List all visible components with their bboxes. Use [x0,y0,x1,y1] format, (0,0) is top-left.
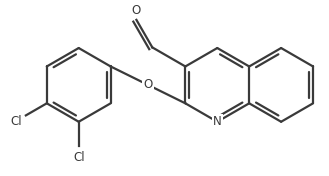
Text: O: O [132,4,141,17]
Text: Cl: Cl [10,115,22,128]
Text: N: N [213,115,222,128]
Text: Cl: Cl [73,151,85,164]
Text: O: O [143,78,153,91]
